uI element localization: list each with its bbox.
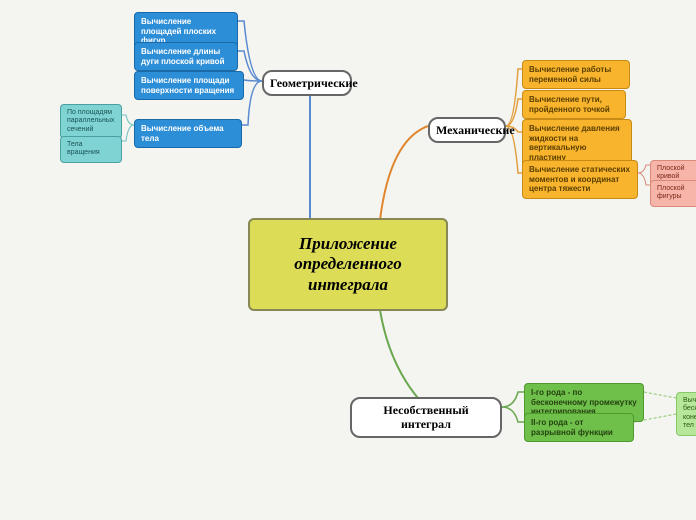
- sub-label: Плоской кривой: [657, 165, 685, 180]
- child-label: II-го рода - от разрывной функции: [531, 418, 613, 437]
- child-label: I-го рода - по бесконечному промежутку и…: [531, 388, 637, 416]
- sub-label: Тела вращения: [67, 141, 100, 156]
- sub-label: Плоской фигуры: [657, 185, 685, 200]
- branch-label: Геометрические: [270, 76, 358, 90]
- geom-child[interactable]: Вычисление длины дуги плоской кривой: [134, 42, 238, 71]
- central-topic[interactable]: Приложение определенного интеграла: [248, 218, 448, 311]
- geom-subchild[interactable]: По площадям параллельных сечений: [60, 104, 122, 139]
- sub-label: Вычисл. беск. конеч. тел: [683, 397, 696, 429]
- child-label: Вычисление статических моментов и коорди…: [529, 165, 630, 193]
- branch-label: Несобственный интеграл: [383, 403, 468, 431]
- child-label: Вычисление объема тела: [141, 124, 224, 143]
- mech-child[interactable]: Вычисление работы переменной силы: [522, 60, 630, 89]
- child-label: Вычисление площадей плоских фигур: [141, 17, 216, 45]
- branch-mechanical[interactable]: Механические: [428, 117, 506, 143]
- child-label: Вычисление работы переменной силы: [529, 65, 611, 84]
- child-label: Вычисление площади поверхности вращения: [141, 76, 234, 95]
- branch-improper[interactable]: Несобственный интеграл: [350, 397, 502, 438]
- branch-geometric[interactable]: Геометрические: [262, 70, 352, 96]
- improp-subchild[interactable]: Вычисл. беск. конеч. тел: [676, 392, 696, 436]
- mech-subchild[interactable]: Плоской фигуры: [650, 180, 696, 207]
- child-label: Вычисление давления жидкости на вертикал…: [529, 124, 620, 162]
- geom-child[interactable]: Вычисление площади поверхности вращения: [134, 71, 244, 100]
- mech-child[interactable]: Вычисление статических моментов и коорди…: [522, 160, 638, 199]
- sub-label: По площадям параллельных сечений: [67, 109, 114, 133]
- geom-child[interactable]: Вычисление объема тела: [134, 119, 242, 148]
- branch-label: Механические: [436, 123, 515, 137]
- geom-subchild[interactable]: Тела вращения: [60, 136, 122, 163]
- child-label: Вычисление длины дуги плоской кривой: [141, 47, 225, 66]
- mech-child[interactable]: Вычисление пути, пройденного точкой: [522, 90, 626, 119]
- improp-child[interactable]: II-го рода - от разрывной функции: [524, 413, 634, 442]
- child-label: Вычисление пути, пройденного точкой: [529, 95, 610, 114]
